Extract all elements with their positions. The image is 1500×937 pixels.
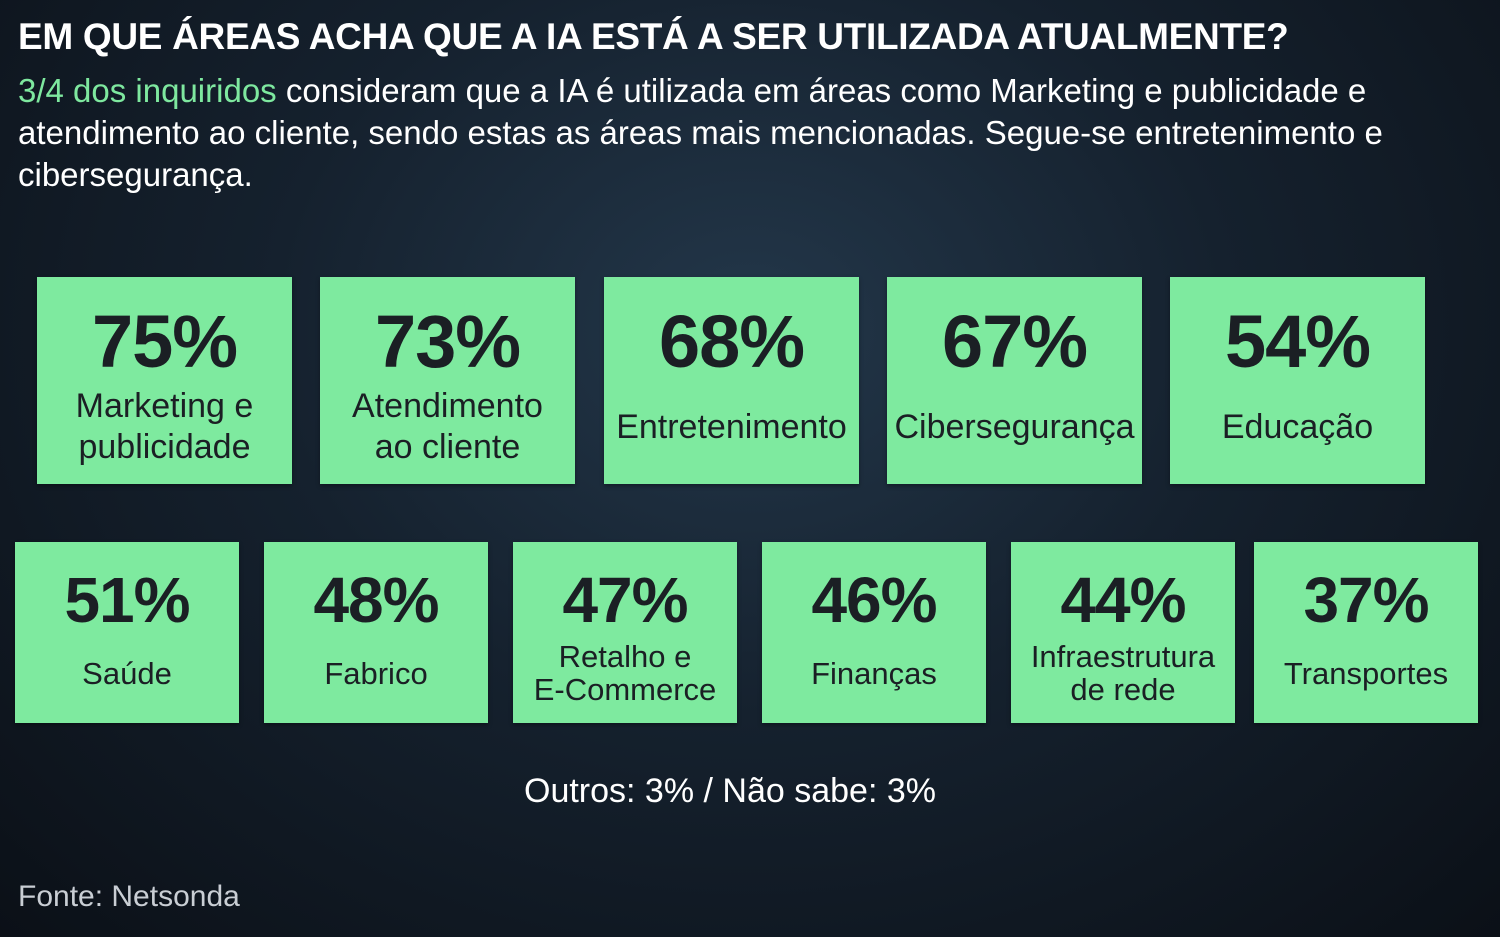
stat-card-fabrico: 48% Fabrico bbox=[264, 542, 488, 723]
stat-value: 67% bbox=[941, 300, 1088, 383]
stat-value: 48% bbox=[313, 564, 439, 636]
subtitle-highlight: 3/4 dos inquiridos bbox=[18, 72, 277, 109]
stat-card-ciberseguranca: 67% Cibersegurança bbox=[887, 277, 1142, 484]
stat-value: 46% bbox=[811, 564, 937, 636]
stat-card-educacao: 54% Educação bbox=[1170, 277, 1425, 484]
stat-label: Entretenimento bbox=[616, 407, 847, 446]
stat-value: 54% bbox=[1224, 300, 1371, 383]
stat-label: Saúde bbox=[82, 655, 172, 691]
stat-card-infraestrutura: 44% Infraestrutura de rede bbox=[1011, 542, 1235, 723]
stat-card-saude: 51% Saúde bbox=[15, 542, 239, 723]
stat-label: Cibersegurança bbox=[894, 407, 1135, 446]
source-note: Fonte: Netsonda bbox=[18, 880, 240, 913]
stat-label: Educação bbox=[1221, 407, 1374, 446]
stat-label: Marketing e publicidade bbox=[75, 387, 254, 466]
stat-label: Retalho e E-Commerce bbox=[533, 639, 717, 707]
others-note: Outros: 3% / Não sabe: 3% bbox=[524, 772, 936, 810]
stat-value: 73% bbox=[374, 300, 521, 383]
stat-label: Atendimento ao cliente bbox=[352, 387, 543, 466]
stat-label: Infraestrutura de rede bbox=[1030, 639, 1216, 707]
stat-card-atendimento: 73% Atendimento ao cliente bbox=[320, 277, 575, 484]
stat-value: 37% bbox=[1303, 564, 1429, 636]
page-title: EM QUE ÁREAS ACHA QUE A IA ESTÁ A SER UT… bbox=[18, 16, 1289, 57]
stat-label: Finanças bbox=[811, 655, 937, 691]
stat-card-marketing: 75% Marketing e publicidade bbox=[37, 277, 292, 484]
stat-label: Transportes bbox=[1283, 655, 1449, 691]
stat-card-entretenimento: 68% Entretenimento bbox=[604, 277, 859, 484]
stat-value: 47% bbox=[562, 564, 688, 636]
stat-value: 75% bbox=[91, 300, 238, 383]
stat-value: 44% bbox=[1060, 564, 1186, 636]
stat-value: 68% bbox=[658, 300, 805, 383]
subtitle: 3/4 dos inquiridos consideram que a IA é… bbox=[18, 70, 1478, 196]
stat-value: 51% bbox=[64, 564, 190, 636]
subtitle-text: consideram que a IA é utilizada em áreas… bbox=[18, 72, 1383, 193]
stat-card-retalho: 47% Retalho e E-Commerce bbox=[513, 542, 737, 723]
stat-card-transportes: 37% Transportes bbox=[1254, 542, 1478, 723]
stat-card-financas: 46% Finanças bbox=[762, 542, 986, 723]
stat-label: Fabrico bbox=[324, 655, 428, 691]
